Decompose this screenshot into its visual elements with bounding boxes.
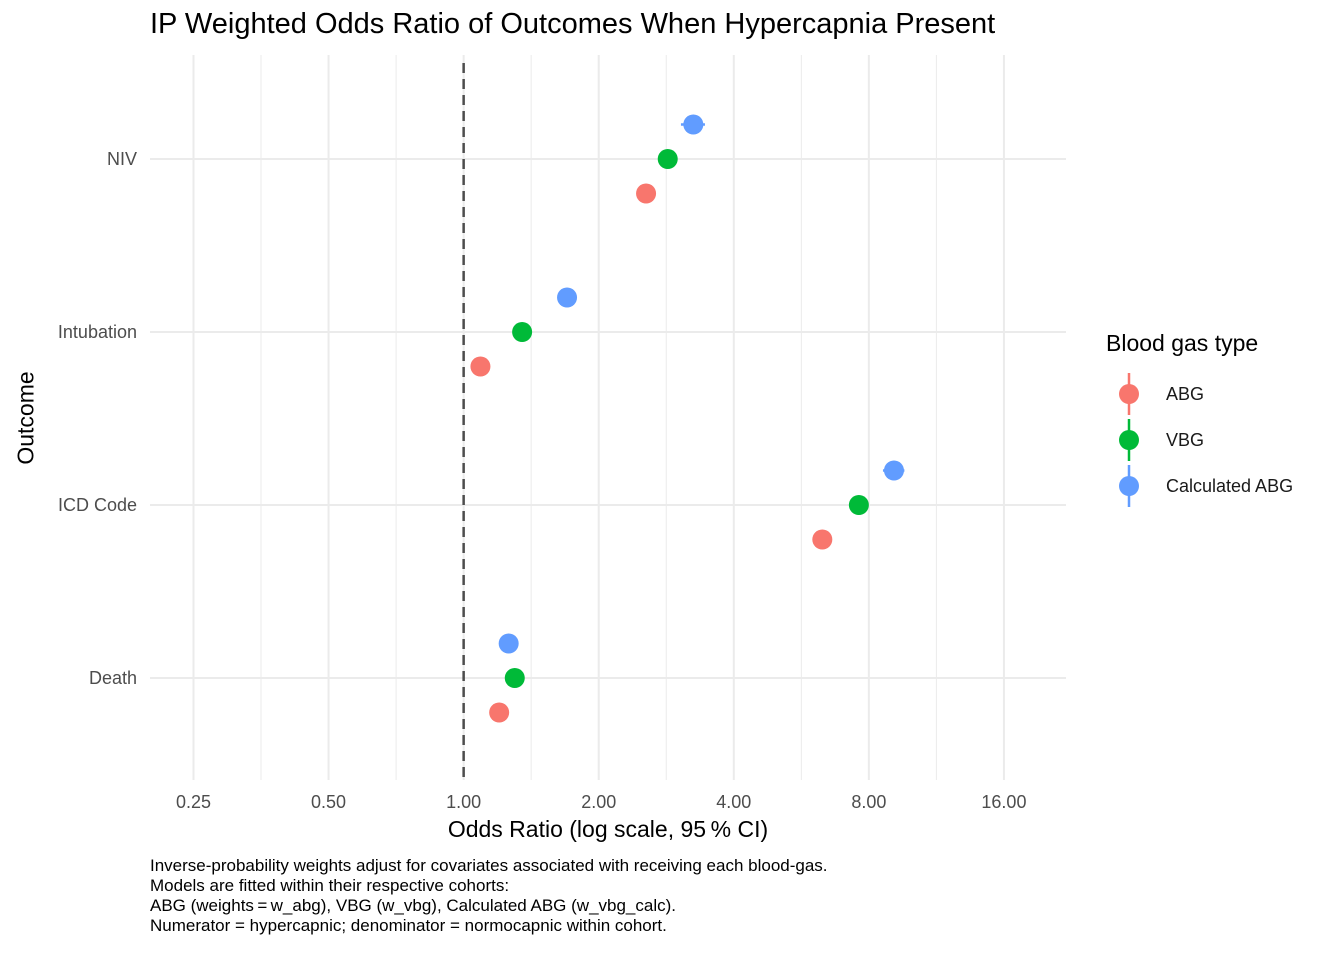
x-tick-label: 4.00 [716,792,751,812]
odds-ratio-point [470,356,491,377]
odds-ratio-point [683,114,704,135]
legend-item: ABG [1106,371,1293,417]
x-tick-label: 8.00 [851,792,886,812]
caption: Inverse‑probability weights adjust for c… [150,856,828,936]
legend: Blood gas type ABG VBG Calculated ABG [1106,330,1293,509]
odds-ratio-point [657,149,678,169]
y-tick-label: Intubation [58,322,137,342]
minor-gridlines [260,55,937,780]
x-tick-label: 16.00 [981,792,1026,812]
y-tick-label: ICD Code [58,495,137,515]
x-tick-label: 0.50 [311,792,346,812]
legend-title: Blood gas type [1106,330,1259,356]
odds-ratio-point [883,460,904,481]
caption-line: Numerator = hypercapnic; denominator = n… [150,916,667,935]
odds-ratio-point [498,633,519,654]
chart-title: IP Weighted Odds Ratio of Outcomes When … [150,8,996,40]
legend-item: Calculated ABG [1106,463,1293,509]
legend-key-point [1119,430,1139,450]
odds-ratio-point [848,495,869,515]
odds-ratio-point [512,322,533,342]
y-tick-label: Death [89,668,137,688]
legend-item: VBG [1106,417,1293,463]
legend-label: Calculated ABG [1166,475,1294,496]
legend-key-point [1119,476,1139,496]
legend-key [1106,371,1152,417]
data-marks [470,114,905,723]
caption-line: Inverse‑probability weights adjust for c… [150,856,828,875]
legend-label: VBG [1166,429,1205,450]
y-tick-label: NIV [107,149,137,169]
x-tick-label: 1.00 [446,792,481,812]
y-axis-label: Outcome [12,371,39,465]
caption-line: ABG (weights = w_abg), VBG (w_vbg), Calc… [150,896,677,915]
x-tick-label: 0.25 [176,792,211,812]
odds-ratio-point [812,529,833,550]
y-tick-labels: NIV Intubation ICD Code Death [58,149,137,688]
odds-ratio-point [557,287,578,308]
odds-ratio-point [636,183,657,204]
legend-label: ABG [1166,383,1205,404]
legend-items: ABG VBG Calculated ABG [1106,371,1293,509]
x-tick-label: 2.00 [581,792,616,812]
legend-key [1106,417,1152,463]
odds-ratio-point [504,668,525,688]
odds-ratio-point [489,702,510,723]
legend-key-point [1119,384,1139,404]
major-gridlines [150,55,1066,780]
legend-key [1106,463,1152,509]
x-axis-label: Odds Ratio (log scale, 95 % CI) [447,816,769,842]
x-tick-labels: 0.25 0.50 1.00 2.00 4.00 8.00 16.00 [176,792,1027,812]
caption-line: Models are fitted within their respectiv… [150,876,510,895]
